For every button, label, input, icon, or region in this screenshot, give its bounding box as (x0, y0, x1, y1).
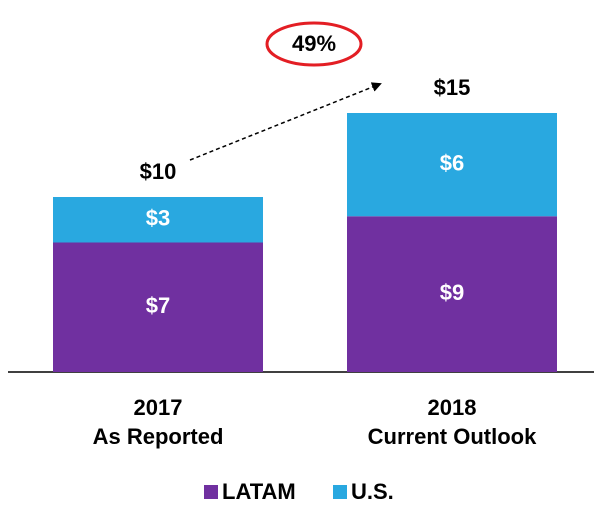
bar-segment (53, 242, 263, 372)
value-label: $6 (440, 150, 464, 175)
legend-swatch (333, 485, 347, 499)
value-label: $9 (440, 280, 464, 305)
total-label: $15 (434, 75, 471, 100)
value-label: $3 (146, 206, 170, 231)
x-tick-label: 2017 As Reported (92, 395, 224, 449)
x-tick-label: 2018 Current Outlook (367, 395, 537, 449)
value-label: $7 (146, 293, 170, 318)
total-label: $10 (140, 159, 177, 184)
bar-segment (53, 197, 263, 243)
annotation: 49% (292, 31, 336, 56)
legend-label: U.S. (351, 479, 394, 504)
highlight-ellipse (265, 21, 363, 67)
legend-swatch (204, 485, 218, 499)
legend-label: LATAM (222, 479, 296, 504)
growth-arrow (189, 82, 382, 161)
bar-segment (347, 113, 557, 217)
bar-segment (347, 216, 557, 372)
